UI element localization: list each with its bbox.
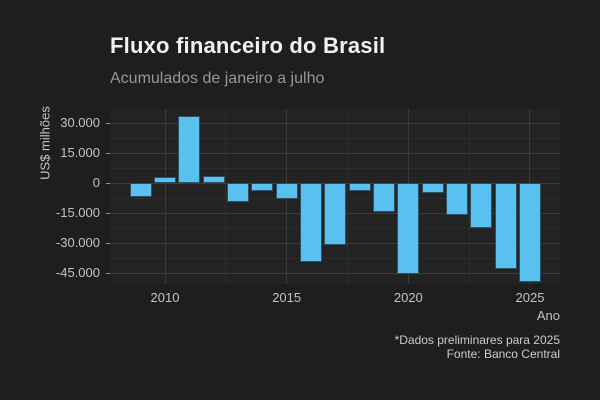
bar-2021 (421, 183, 444, 193)
y-tick-label: 0 (92, 175, 100, 191)
bar-2009 (129, 183, 152, 198)
bar-2011 (178, 116, 201, 184)
y-tick-mark (106, 153, 110, 155)
gridline-x-major (164, 109, 166, 284)
bar-2017 (324, 183, 347, 245)
bar-2016 (299, 183, 322, 262)
y-tick-label: -15.000 (55, 205, 100, 221)
gridline-y-minor (110, 257, 560, 259)
plot-area (110, 109, 560, 284)
bar-2015 (275, 183, 298, 199)
bar-2010 (154, 176, 176, 184)
y-tick-mark (106, 273, 110, 275)
y-tick-mark (106, 183, 110, 185)
bar-2020 (397, 183, 420, 274)
chart-subtitle: Acumulados de janeiro a julho (110, 70, 325, 87)
bar-2019 (372, 183, 395, 212)
bar-2025 (518, 183, 541, 283)
y-tick-label: -30.000 (55, 235, 100, 251)
y-tick-mark (106, 123, 110, 125)
gridline-x-minor (346, 109, 348, 284)
gridline-x-minor (468, 109, 470, 284)
y-tick-mark (106, 243, 110, 245)
bar-2023 (470, 183, 493, 229)
gridline-y-major (110, 152, 560, 154)
y-tick-label: 30.000 (60, 115, 100, 131)
y-tick-label: 15.000 (60, 145, 100, 161)
x-axis-title: Ano (536, 308, 560, 323)
chart-title: Fluxo financeiro do Brasil (110, 33, 386, 58)
x-tick-label: 2010 (150, 290, 180, 305)
bar-2013 (226, 183, 249, 202)
gridline-y-major (110, 122, 560, 124)
caption: *Dados preliminares para 2025 Fonte: Ban… (395, 333, 560, 361)
bar-2014 (251, 183, 274, 192)
caption-source: Fonte: Banco Central (446, 347, 560, 361)
x-tick-label: 2015 (272, 290, 302, 305)
y-tick-mark (106, 213, 110, 215)
bar-2012 (202, 175, 225, 184)
x-tick-label: 2020 (393, 290, 423, 305)
x-tick-label: 2025 (515, 290, 545, 305)
gridline-x-minor (225, 109, 227, 284)
gridline-y-minor (110, 137, 560, 139)
gridline-y-major (110, 272, 560, 274)
bar-2024 (494, 183, 517, 270)
y-tick-label: -45.000 (55, 265, 100, 281)
caption-preliminary-note: *Dados preliminares para 2025 (394, 333, 560, 347)
gridline-y-minor (110, 167, 560, 169)
bar-2022 (445, 183, 468, 215)
bar-2018 (348, 183, 371, 192)
